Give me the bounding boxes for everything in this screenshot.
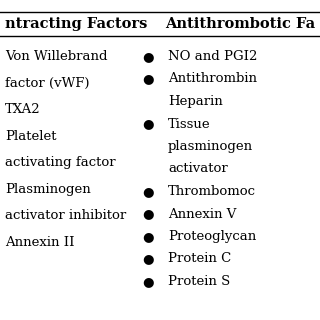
Text: Thrombomoc: Thrombomoc (168, 185, 256, 198)
Text: Antithrombotic Fa: Antithrombotic Fa (165, 17, 315, 31)
Text: activator: activator (168, 163, 228, 175)
Text: ●: ● (142, 275, 154, 288)
Text: NO and PGI2: NO and PGI2 (168, 50, 257, 63)
Text: Platelet: Platelet (5, 130, 57, 142)
Text: Protein S: Protein S (168, 275, 230, 288)
Text: Antithrombin: Antithrombin (168, 73, 257, 85)
Text: plasminogen: plasminogen (168, 140, 253, 153)
Text: Heparin: Heparin (168, 95, 223, 108)
Text: ●: ● (142, 185, 154, 198)
Text: ●: ● (142, 207, 154, 220)
Text: TXA2: TXA2 (5, 103, 41, 116)
Text: ●: ● (142, 73, 154, 85)
Text: factor (vWF): factor (vWF) (5, 76, 90, 90)
Text: ●: ● (142, 50, 154, 63)
Text: Tissue: Tissue (168, 117, 211, 131)
Text: activating factor: activating factor (5, 156, 116, 169)
Text: Von Willebrand: Von Willebrand (5, 50, 108, 63)
Text: ●: ● (142, 252, 154, 266)
Text: Protein C: Protein C (168, 252, 231, 266)
Text: ntracting Factors: ntracting Factors (5, 17, 148, 31)
Text: Proteoglycan: Proteoglycan (168, 230, 256, 243)
Text: Plasminogen: Plasminogen (5, 182, 91, 196)
Text: ●: ● (142, 230, 154, 243)
Text: Annexin V: Annexin V (168, 207, 236, 220)
Text: ●: ● (142, 117, 154, 131)
Text: activator inhibitor: activator inhibitor (5, 209, 126, 222)
Text: Annexin II: Annexin II (5, 236, 75, 249)
